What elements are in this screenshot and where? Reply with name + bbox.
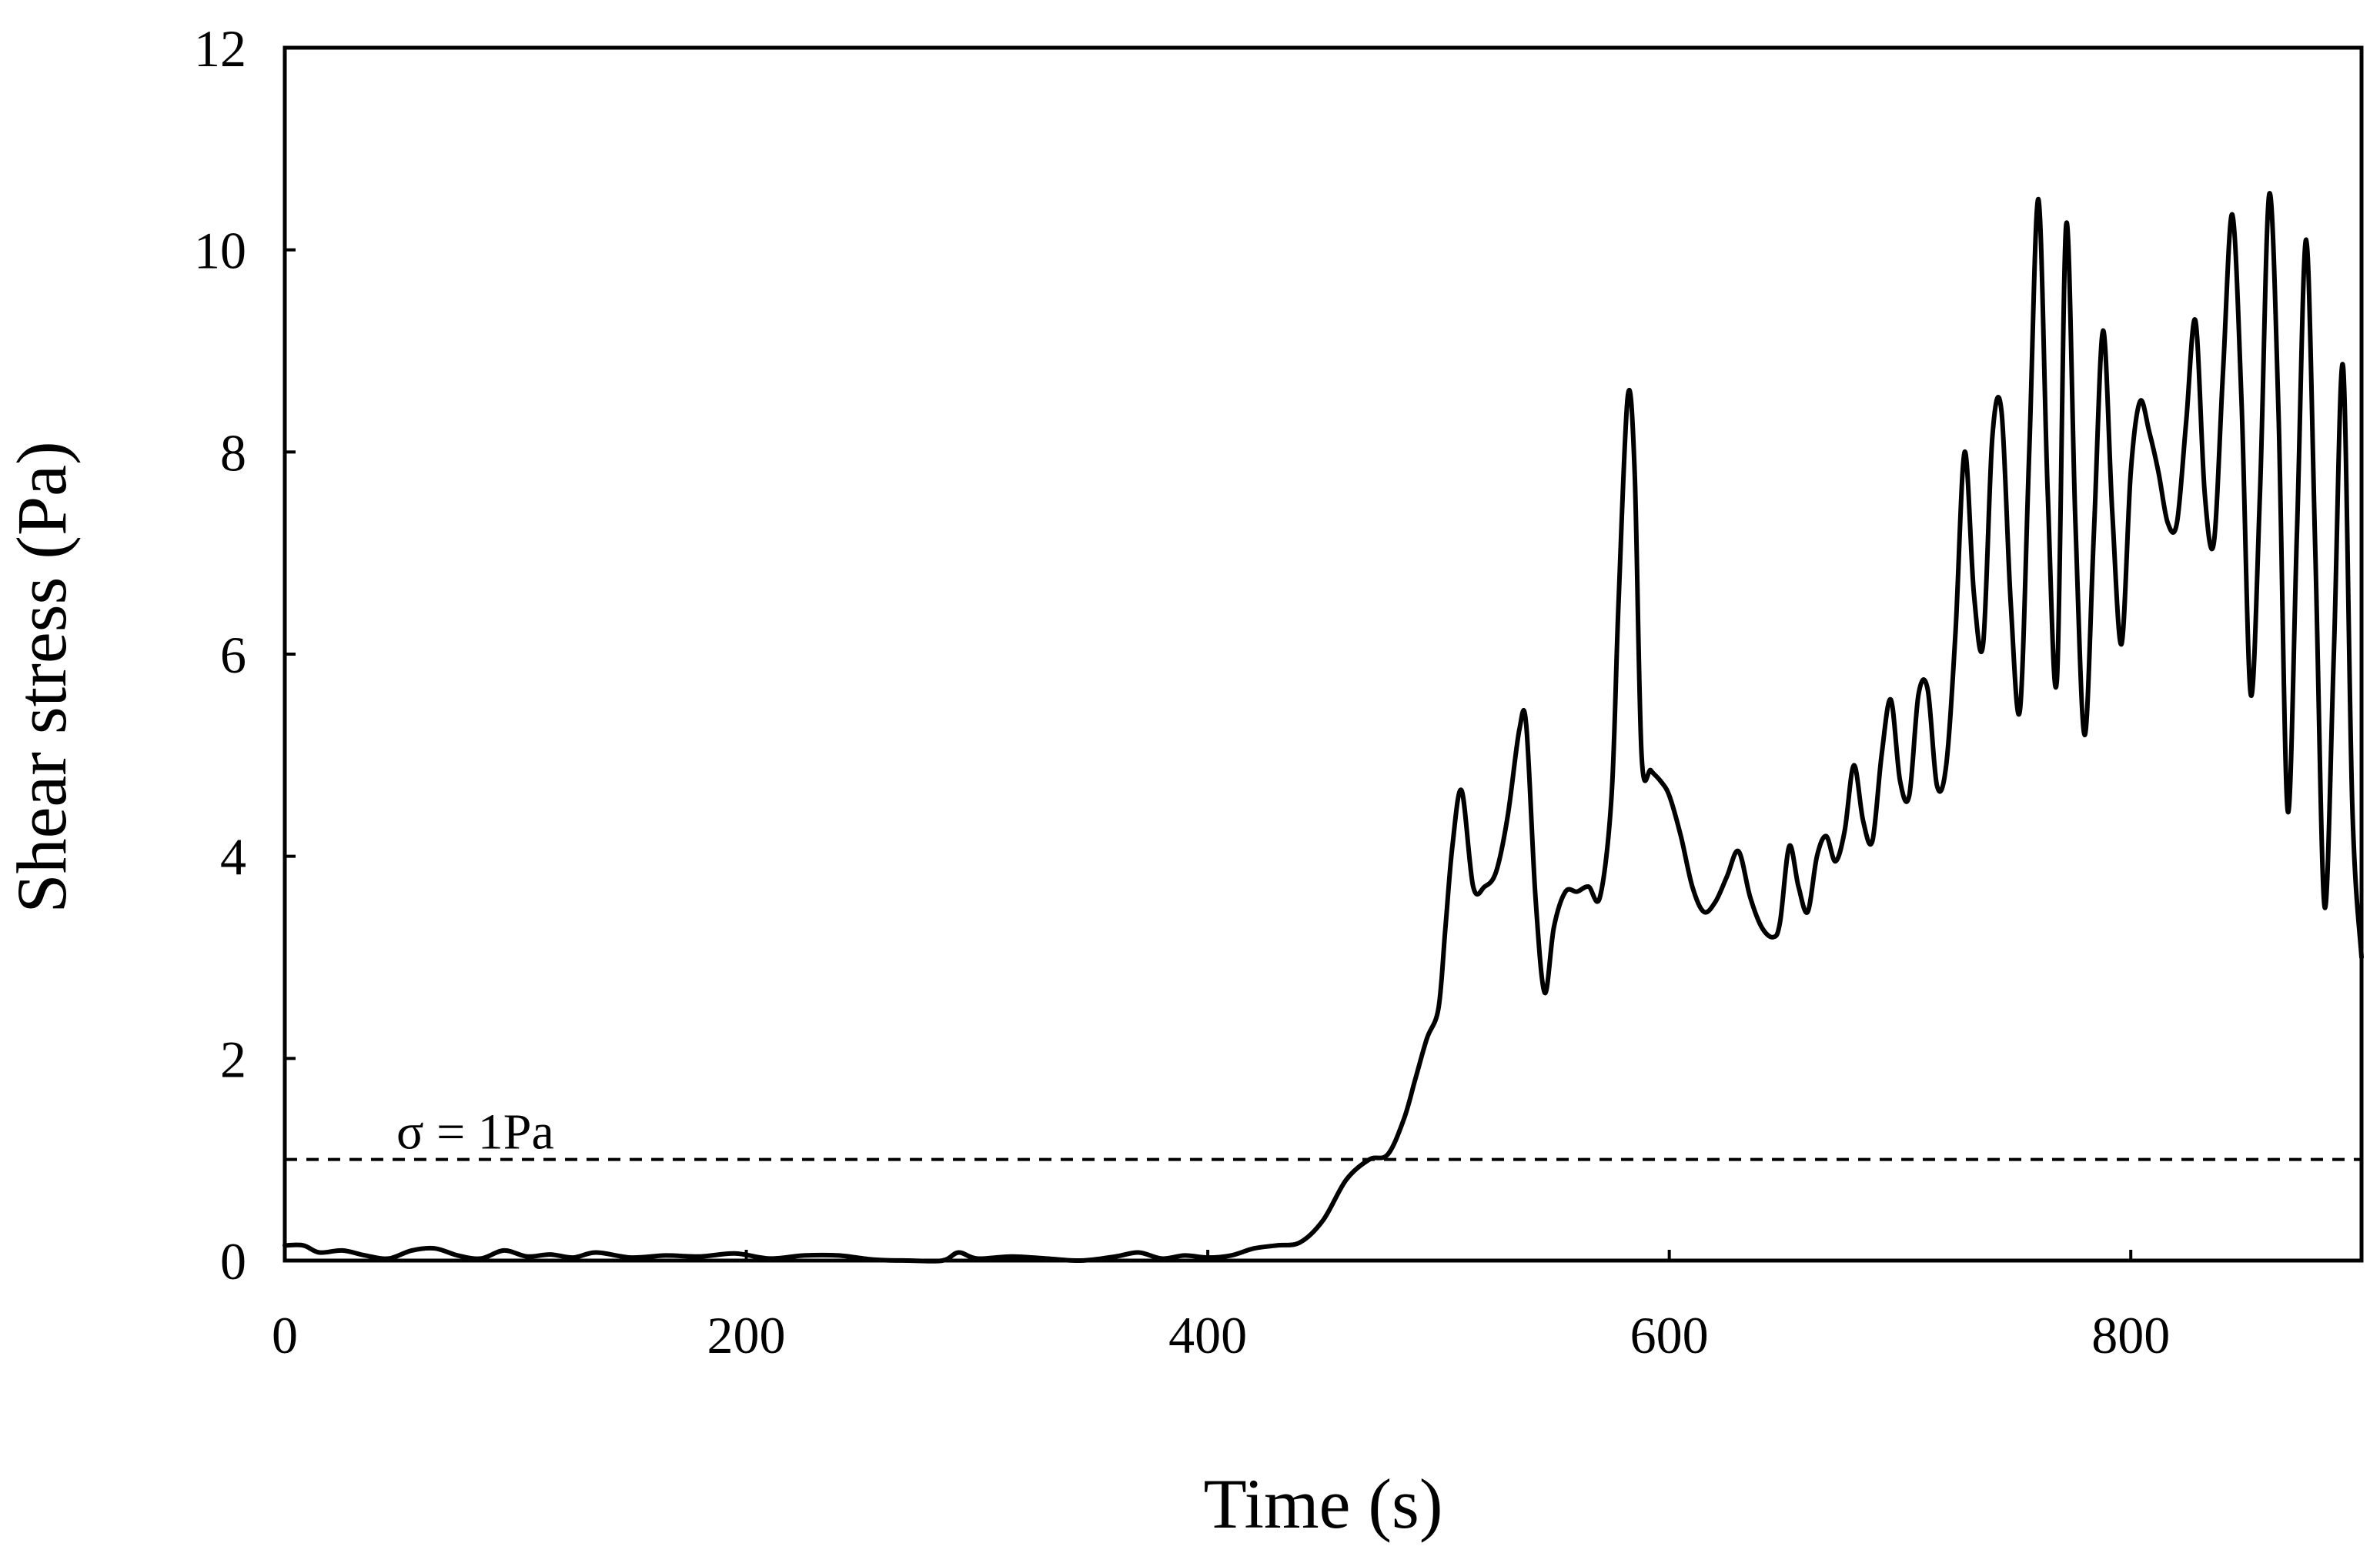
x-tick-label: 800 — [2091, 1306, 2170, 1364]
series-line — [282, 191, 2364, 1264]
y-axis-title: Shear stress (Pa) — [2, 441, 81, 913]
y-tick-label: 6 — [220, 626, 246, 684]
y-tick-label: 2 — [220, 1030, 246, 1088]
x-tick-label: 0 — [272, 1306, 298, 1364]
y-tick-label: 8 — [220, 423, 246, 482]
y-tick-label: 4 — [220, 828, 246, 887]
y-tick-label: 10 — [194, 222, 246, 280]
x-axis-title: Time (s) — [1204, 1464, 1443, 1543]
reference-line-label: σ = 1Pa — [396, 1104, 554, 1161]
x-axis: 0 200 400 600 800 — [272, 1250, 2170, 1364]
y-tick-label: 12 — [194, 19, 246, 78]
reference-line-group: σ = 1Pa — [285, 1104, 2362, 1161]
y-axis: 0 2 4 6 8 10 12 — [194, 19, 296, 1291]
x-tick-label: 600 — [1630, 1306, 1709, 1364]
x-tick-label: 400 — [1168, 1306, 1247, 1364]
x-tick-label: 200 — [707, 1306, 786, 1364]
y-tick-label: 0 — [220, 1232, 246, 1291]
